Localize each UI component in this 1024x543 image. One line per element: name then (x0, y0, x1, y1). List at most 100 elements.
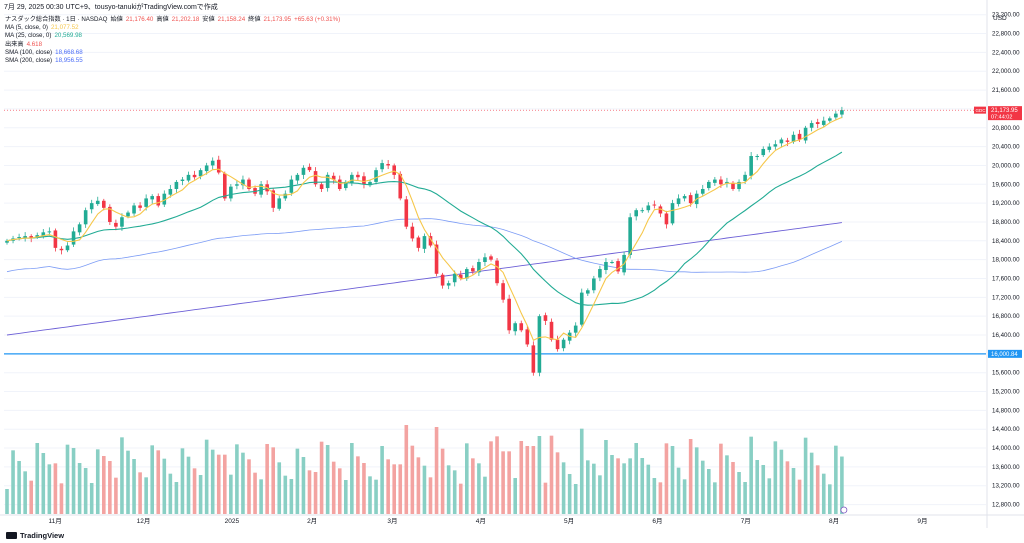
volume-bar (71, 448, 76, 514)
volume-bar (132, 459, 136, 514)
last-price-badge (988, 106, 1022, 121)
volume-bar (398, 464, 403, 514)
volume-bar (525, 446, 530, 514)
legend-sma200-row: SMA (200, close) 18,956.55 (5, 57, 340, 65)
candle-body (23, 236, 27, 238)
legend-open-label: 始値 (110, 16, 123, 23)
candle-body (670, 203, 675, 224)
candle-body (186, 174, 191, 181)
volume-bar (688, 439, 693, 514)
volume-bar (561, 462, 566, 514)
volume-bar (416, 457, 421, 514)
legend-close-value: 21,173.95 (263, 16, 292, 23)
y-tick-label: 22,800.00 (992, 31, 1020, 38)
volume-bar (749, 436, 753, 514)
volume-bar (120, 437, 124, 514)
candle-body (598, 269, 602, 278)
y-tick-label: 20,000.00 (992, 162, 1020, 169)
x-tick-label: 8月 (829, 517, 839, 525)
candle-body (797, 133, 802, 140)
candle-body (664, 213, 669, 225)
volume-bar (114, 477, 118, 514)
candle-body (785, 140, 790, 142)
x-tick-label: 5月 (564, 517, 574, 525)
candle-body (646, 205, 651, 211)
candle-body (356, 174, 360, 178)
volume-bar (809, 452, 814, 514)
volume-bar (83, 468, 88, 514)
volume-bar (440, 448, 445, 514)
volume-bar (386, 459, 390, 514)
volume-bar (344, 480, 348, 514)
volume-bar (102, 456, 106, 514)
candle-body (707, 181, 711, 189)
tradingview-brand-text: TradingView (20, 531, 65, 540)
candle-body (204, 165, 209, 172)
x-tick-label: 12月 (137, 517, 151, 525)
volume-bar (150, 445, 154, 514)
volume-bar (235, 444, 239, 514)
legend-sma100-value: 18,668.68 (55, 48, 83, 56)
volume-bar (362, 463, 366, 514)
legend-low-label: 安値 (202, 16, 215, 23)
volume-bar (108, 461, 112, 514)
candle-body (301, 167, 306, 175)
y-tick-label: 23,200.00 (992, 12, 1020, 19)
candle-body (271, 190, 275, 208)
volume-bar (828, 484, 832, 514)
candle-body (743, 174, 747, 181)
volume-bar (489, 441, 493, 514)
candle-body (174, 181, 179, 189)
legend-low-value: 21,158.24 (217, 16, 246, 23)
candle-body (713, 179, 717, 183)
candle-body (386, 164, 390, 166)
volume-bar (289, 479, 294, 514)
candle-body (452, 273, 457, 283)
volume-bar (471, 458, 475, 514)
volume-bar (507, 451, 511, 514)
candle-body (537, 316, 542, 373)
volume-bar (253, 472, 257, 514)
y-tick-label: 14,800.00 (992, 407, 1020, 414)
candle-body (465, 269, 469, 279)
volume-bar (65, 444, 70, 514)
volume-bar (216, 454, 221, 514)
legend-high-value: 21,202.18 (171, 16, 200, 23)
candle-body (53, 230, 58, 248)
y-tick-label: 15,200.00 (992, 389, 1020, 396)
event-marker-icon (840, 506, 848, 514)
tradingview-logo-icon (6, 532, 17, 539)
candle-body (368, 181, 372, 186)
volume-bar (331, 461, 336, 514)
candle-body (5, 240, 9, 243)
volume-bar (126, 450, 130, 514)
candle-body (543, 315, 548, 321)
y-tick-label: 19,200.00 (992, 200, 1020, 207)
chart-title-line: 7月 29, 2025 00:30 UTC+9、tousyo-tanukiがTr… (4, 4, 218, 11)
candle-body (108, 206, 112, 222)
candle-body (809, 123, 814, 128)
candle-body (815, 122, 820, 124)
volume-bar (313, 472, 318, 514)
volume-bar (676, 467, 681, 514)
candle-body (156, 196, 161, 206)
legend-volume-label: 出来高 (5, 40, 24, 48)
candle-body (549, 321, 554, 340)
candle-body (410, 226, 415, 239)
volume-bar (549, 435, 554, 514)
candle-body (477, 262, 481, 273)
legend-high-label: 高値 (156, 16, 169, 23)
volume-bar (640, 458, 645, 514)
volume-bar (821, 473, 826, 514)
candle-body (610, 262, 614, 263)
candle-body (132, 205, 136, 214)
x-tick-label: 3月 (387, 517, 397, 525)
y-tick-label: 19,600.00 (992, 181, 1020, 188)
y-tick-label: 17,200.00 (992, 294, 1020, 301)
candle-body (761, 148, 766, 156)
last-price-time: 07:44:02 (991, 115, 1012, 121)
volume-bar (573, 484, 578, 514)
volume-bar (743, 482, 747, 514)
x-tick-label: 7月 (741, 517, 751, 525)
